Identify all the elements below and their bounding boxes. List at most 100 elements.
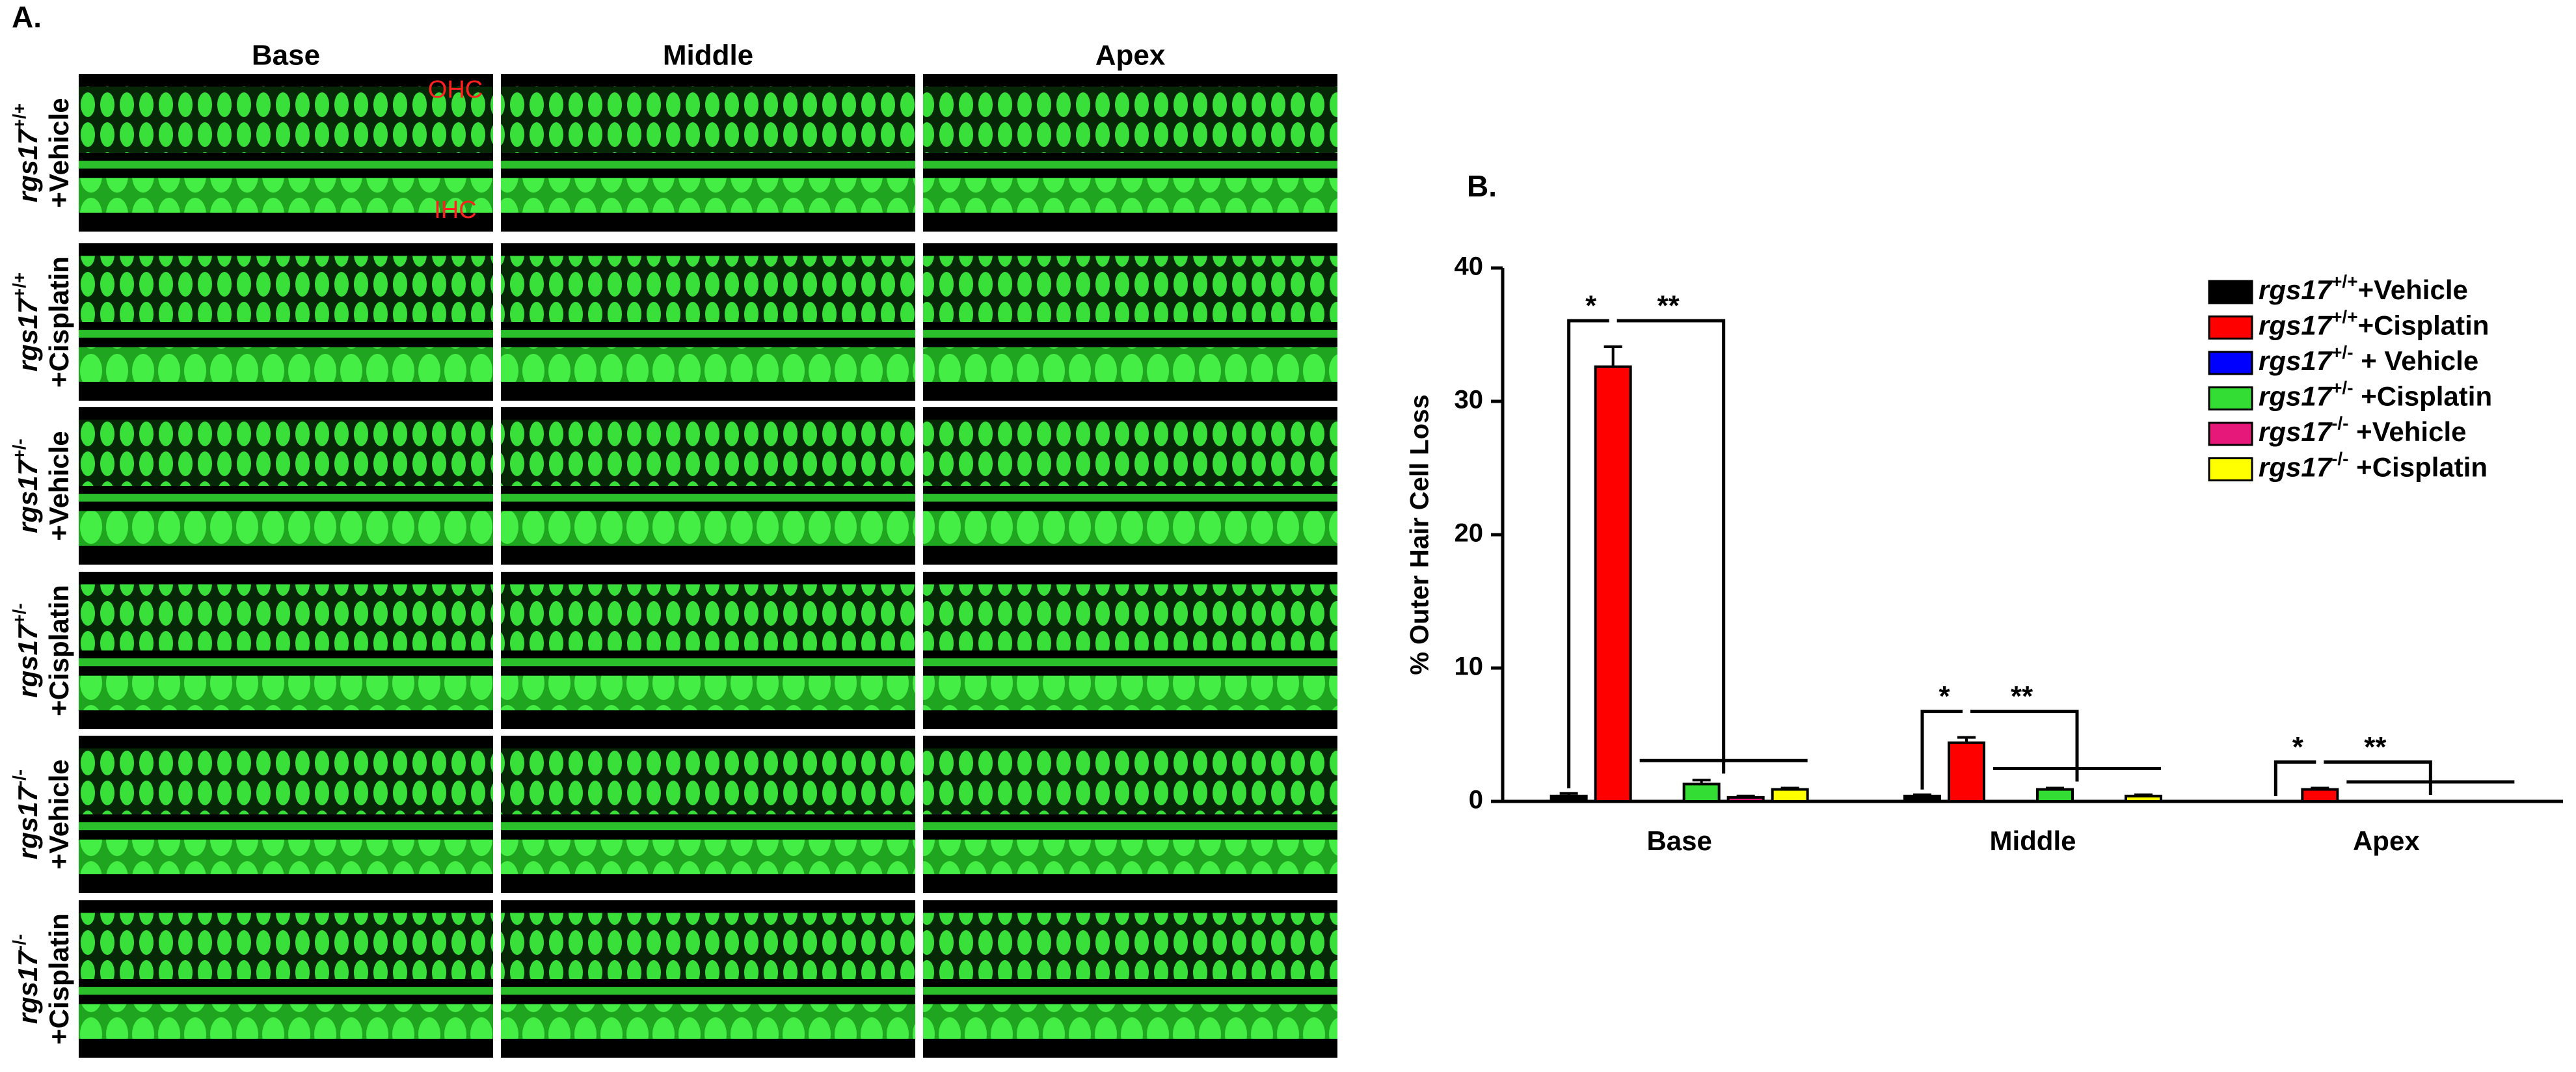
ihc-row: [923, 178, 1337, 213]
significance-bracket: [1970, 710, 2079, 782]
ihc-row: [79, 347, 493, 382]
micrograph: [79, 74, 493, 232]
significance-bracket: [2274, 760, 2316, 796]
ohc-rows: [923, 420, 1337, 486]
ihc-row: [501, 178, 915, 213]
micrograph: [923, 736, 1337, 893]
legend-swatch: [2208, 351, 2253, 375]
ohc-rows: [79, 748, 493, 814]
pillar-band: [79, 330, 493, 338]
pillar-band: [923, 161, 1337, 169]
pillar-band: [923, 330, 1337, 338]
ihc-row: [923, 675, 1337, 710]
micrograph: [501, 74, 915, 232]
significance-bracket: [1567, 319, 1609, 788]
ohc-rows: [501, 256, 915, 322]
micrograph: [501, 572, 915, 729]
annotation: OHC: [428, 76, 483, 103]
micrograph: [501, 407, 915, 565]
ohc-rows: [501, 748, 915, 814]
pillar-band: [79, 987, 493, 995]
ihc-row: [79, 178, 493, 213]
ihc-row: [923, 839, 1337, 874]
legend-label: rgs17+/++Cisplatin: [2259, 307, 2489, 341]
pillar-band: [79, 161, 493, 169]
significance-label: **: [1657, 290, 1680, 322]
y-tick-label: 30: [1455, 386, 1484, 414]
ihc-row: [923, 511, 1337, 546]
row-label: rgs17+/-: [9, 438, 43, 533]
pillar-band: [923, 494, 1337, 502]
ohc-rows: [79, 420, 493, 486]
bar: [1594, 365, 1632, 803]
ihc-row: [79, 675, 493, 710]
ohc-rows: [923, 913, 1337, 979]
ohc-rows: [79, 256, 493, 322]
annotation: IHC: [434, 196, 476, 224]
ohc-rows: [501, 913, 915, 979]
pillar-band: [501, 330, 915, 338]
ihc-row: [501, 347, 915, 382]
column-label: Base: [252, 40, 320, 72]
legend-swatch: [2208, 422, 2253, 446]
row-gene: rgs17: [12, 298, 43, 372]
column-label: Apex: [1095, 40, 1166, 72]
bar: [1771, 788, 1809, 803]
row-label: rgs17+/-: [9, 603, 43, 698]
row-genotype: +/+: [9, 273, 29, 299]
row-treatment: +Vehicle: [44, 98, 74, 208]
ihc-row: [501, 511, 915, 546]
x-tick-label: Apex: [2353, 825, 2420, 856]
legend-swatch: [2208, 457, 2253, 481]
row-label: rgs17+/+: [9, 273, 43, 372]
significance-label: **: [2011, 680, 2033, 712]
bar: [1682, 783, 1721, 803]
ihc-row: [79, 1004, 493, 1039]
legend-label: rgs17+/- + Vehicle: [2259, 342, 2478, 376]
y-tick-label: 20: [1455, 519, 1484, 548]
row-gene: rgs17: [12, 786, 43, 860]
row-genotype: -/-: [9, 770, 29, 786]
legend-label: rgs17+/- +Cisplatin: [2259, 378, 2492, 412]
ohc-rows: [923, 748, 1337, 814]
y-axis-label: % Outer Hair Cell Loss: [1406, 394, 1434, 675]
row-gene: rgs17: [12, 624, 43, 698]
ohc-rows: [79, 584, 493, 650]
ihc-row: [501, 839, 915, 874]
row-genotype: +/+: [9, 103, 29, 129]
ohc-rows: [501, 87, 915, 153]
pillar-band: [501, 494, 915, 502]
significance-bracket: [1920, 710, 1963, 790]
significance-label: *: [1939, 680, 1950, 712]
micrograph: [79, 736, 493, 893]
micrograph: [923, 74, 1337, 232]
row-genotype: -/-: [9, 934, 29, 951]
x-tick-label: Middle: [1990, 825, 2076, 856]
legend-label: rgs17-/- +Cisplatin: [2259, 449, 2488, 483]
significance-label: *: [1585, 290, 1597, 322]
ohc-rows: [79, 87, 493, 153]
row-gene: rgs17: [12, 459, 43, 533]
pillar-band: [501, 822, 915, 831]
panel-label: B.: [1467, 169, 1497, 203]
legend-label: rgs17-/- +Vehicle: [2259, 413, 2466, 447]
pillar-band: [501, 161, 915, 169]
row-treatment: +Cisplatin: [44, 256, 74, 388]
significance-bracket: [2324, 760, 2432, 795]
row-gene: rgs17: [12, 950, 43, 1025]
bar: [1948, 741, 1985, 803]
ihc-row: [501, 675, 915, 710]
ohc-rows: [923, 584, 1337, 650]
ihc-row: [501, 1004, 915, 1039]
bar: [1903, 794, 1941, 803]
legend-swatch: [2208, 280, 2253, 304]
legend-swatch: [2208, 386, 2253, 410]
column-label: Middle: [663, 40, 753, 72]
pillar-band: [79, 494, 493, 502]
legend-label: rgs17+/++Vehicle: [2259, 271, 2468, 305]
pillar-band: [923, 987, 1337, 995]
significance-label: *: [2292, 731, 2304, 763]
pillar-band: [501, 987, 915, 995]
pillar-band: [923, 822, 1337, 831]
